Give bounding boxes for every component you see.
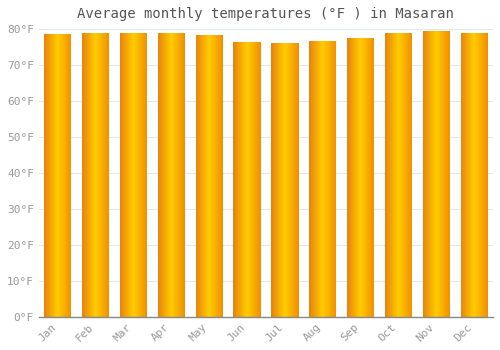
Title: Average monthly temperatures (°F ) in Masaran: Average monthly temperatures (°F ) in Ma… — [78, 7, 454, 21]
